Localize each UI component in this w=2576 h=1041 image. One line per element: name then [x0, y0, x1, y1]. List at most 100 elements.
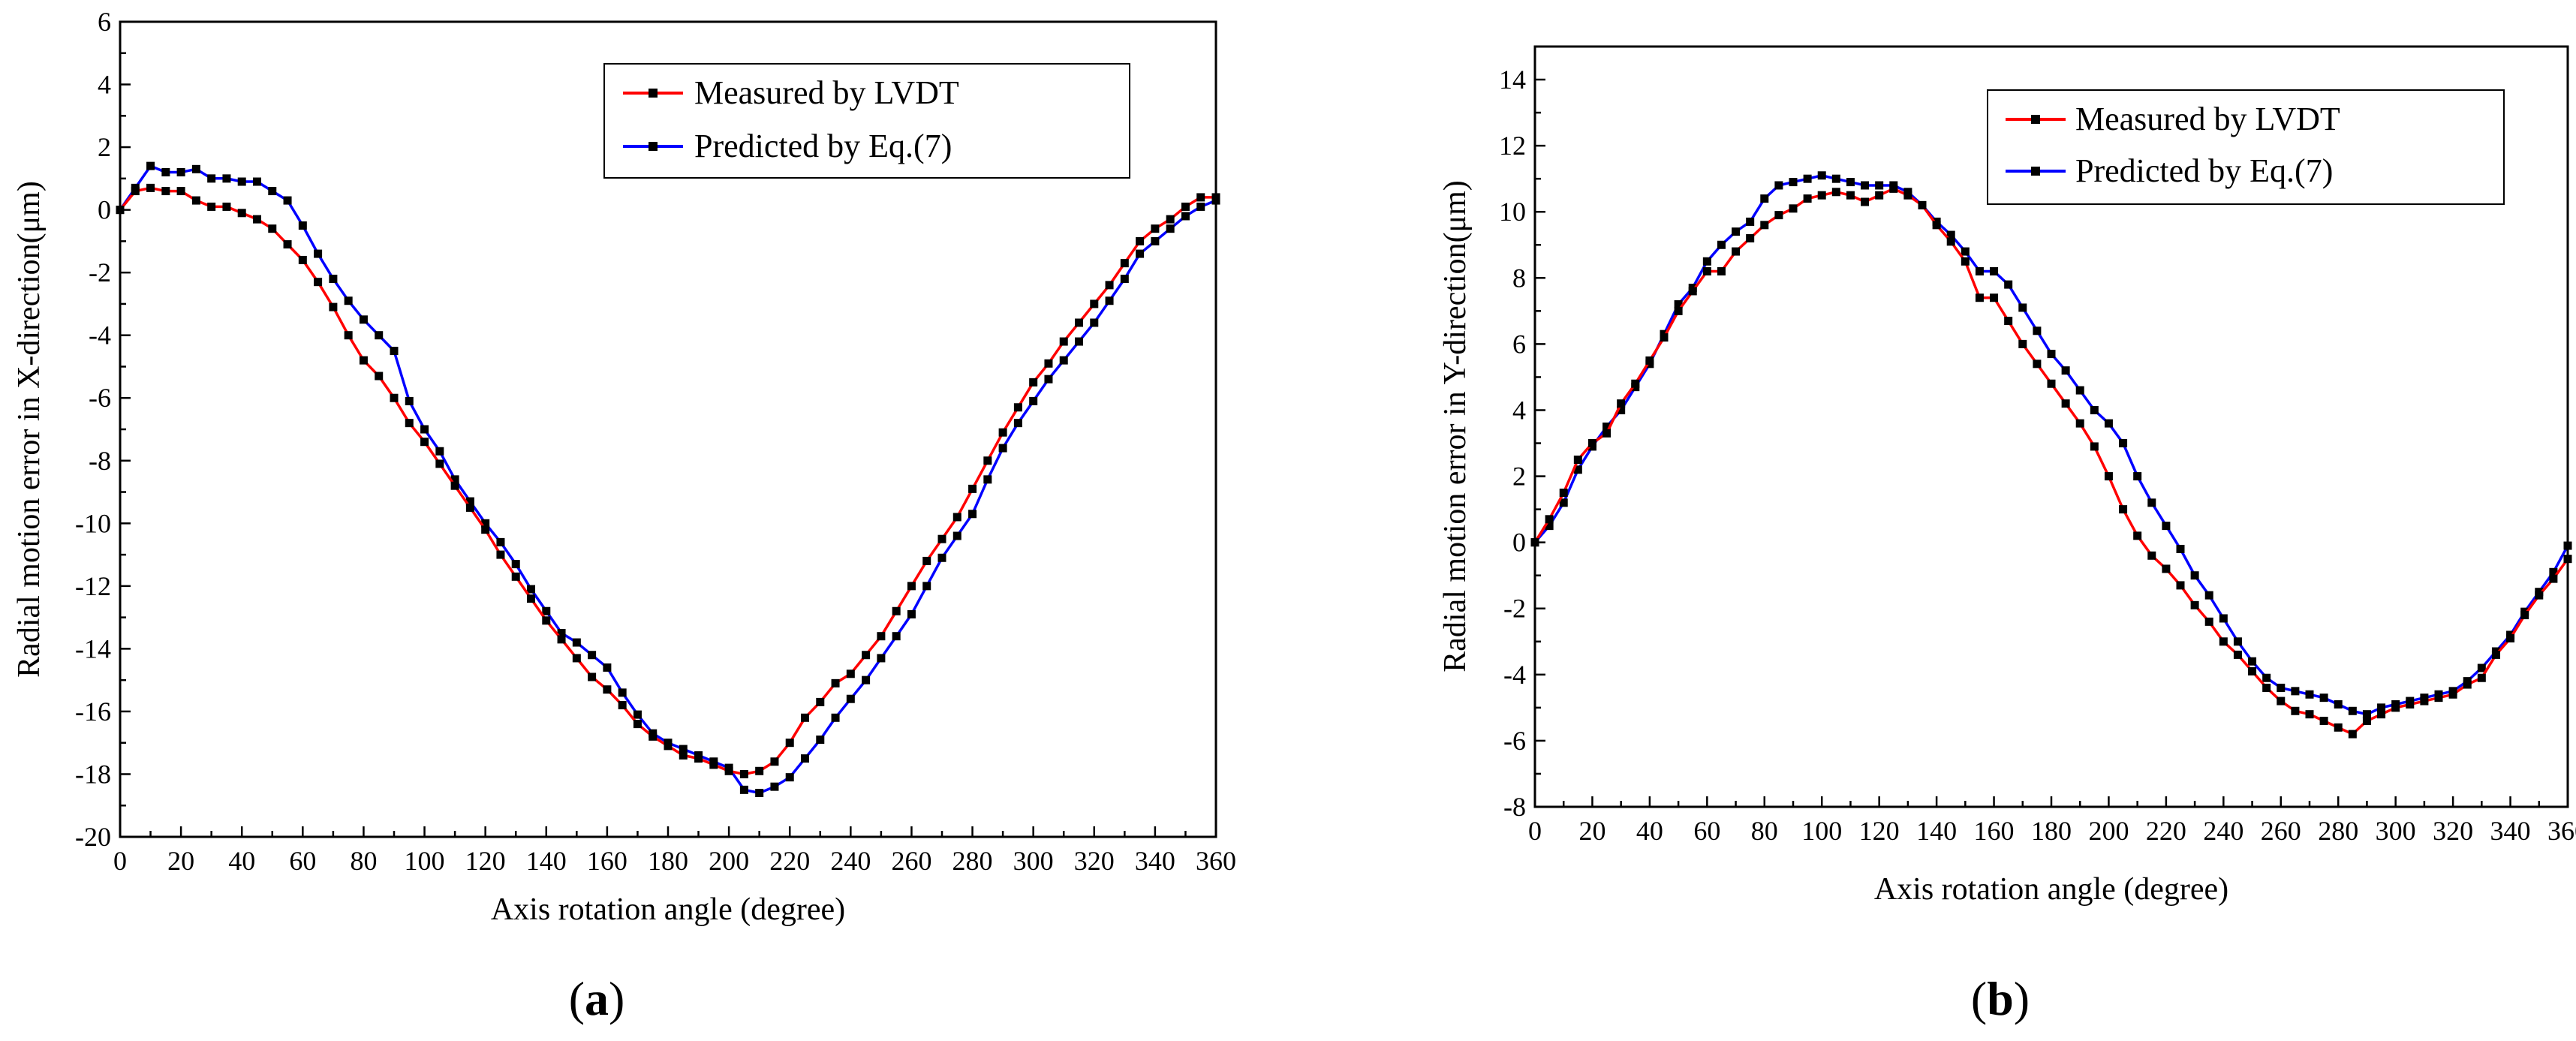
chart-a-legend-label-measured: Measured by LVDT	[694, 74, 959, 111]
data-point	[1075, 337, 1083, 346]
data-point	[770, 757, 779, 766]
data-point	[1789, 204, 1798, 213]
y-tick-label: 8	[1512, 263, 1526, 293]
data-point	[755, 766, 764, 775]
data-point	[1645, 356, 1654, 365]
data-point	[1617, 405, 1626, 414]
data-point	[1090, 299, 1099, 308]
x-tick-label: 40	[1636, 816, 1663, 846]
data-point	[739, 785, 748, 794]
data-point	[176, 167, 185, 176]
data-point	[709, 760, 718, 769]
data-point	[1975, 266, 1984, 275]
data-point	[1961, 247, 1970, 256]
data-point	[2262, 673, 2271, 682]
data-point	[1875, 191, 1884, 200]
y-tick-label: -2	[89, 257, 111, 287]
data-point	[922, 582, 931, 591]
data-point	[2362, 710, 2371, 719]
chart-a-legend-marker-predicted	[649, 142, 658, 151]
data-point	[1831, 188, 1840, 197]
y-tick-label: 2	[1512, 462, 1526, 492]
data-point	[359, 315, 368, 324]
data-point	[1889, 184, 1898, 193]
data-point	[892, 606, 901, 615]
x-tick-label: 340	[1135, 846, 1175, 876]
data-point	[1717, 266, 1726, 275]
chart-b-frame	[1533, 45, 2569, 808]
data-point	[1702, 266, 1711, 275]
data-point	[1746, 233, 1755, 242]
data-point	[344, 296, 353, 305]
data-point	[952, 531, 961, 540]
data-point	[801, 713, 809, 722]
data-point	[1760, 221, 1769, 230]
chart-b: 0 20 40 60 80 100 120 140 160 180 200 220 240 260 280 3…	[1438, 45, 2576, 1025]
data-point	[1136, 249, 1145, 258]
x-tick-label: 160	[1974, 816, 2015, 846]
data-point	[2520, 611, 2529, 620]
x-tick-label: 320	[2433, 816, 2473, 846]
data-point	[1774, 211, 1783, 220]
series-line-measured	[119, 186, 1216, 776]
data-point	[1013, 403, 1022, 412]
data-point	[450, 481, 459, 490]
chart-a-y-axis-label: Radial motion error in X-direction(μm)	[12, 181, 47, 678]
data-point	[2549, 574, 2558, 583]
data-point	[1181, 212, 1190, 221]
data-point	[1990, 266, 1999, 275]
y-tick-label: -6	[1503, 726, 1526, 756]
y-tick-label: -10	[75, 508, 111, 538]
data-point	[755, 789, 764, 798]
data-point	[1774, 181, 1783, 190]
x-tick-label: 40	[228, 846, 255, 876]
data-point	[1617, 399, 1626, 408]
x-tick-label: 220	[2146, 816, 2186, 846]
data-point	[2406, 700, 2415, 709]
chart-a-ticks: 0 20 40 60 80 100 120 140 160 180 200 220 240 260 280 3…	[75, 7, 1236, 876]
data-point	[2033, 360, 2042, 369]
data-point	[785, 739, 794, 748]
data-point	[481, 525, 490, 534]
data-point	[846, 694, 855, 703]
x-tick-label: 20	[1578, 816, 1605, 846]
data-point	[1105, 296, 1114, 305]
data-point	[1602, 423, 1612, 431]
data-point	[405, 396, 414, 405]
x-tick-label: 220	[769, 846, 810, 876]
data-point	[1151, 236, 1160, 245]
data-point	[146, 183, 155, 192]
data-point	[1803, 194, 1812, 203]
data-point	[1861, 181, 1870, 190]
data-point	[618, 701, 627, 710]
x-tick-label: 140	[526, 846, 567, 876]
data-point	[603, 685, 612, 694]
data-point	[862, 651, 871, 660]
x-tick-label: 320	[1074, 846, 1115, 876]
data-point	[268, 187, 277, 196]
data-point	[2477, 663, 2486, 672]
data-point	[1151, 224, 1160, 233]
x-tick-label: 100	[1801, 816, 1842, 846]
data-point	[1105, 281, 1114, 290]
data-point	[161, 167, 170, 176]
chart-b-caption: (b)	[1971, 972, 2030, 1025]
data-point	[283, 196, 292, 205]
data-point	[527, 585, 535, 594]
data-point	[542, 606, 551, 615]
data-point	[785, 773, 794, 782]
data-point	[161, 187, 170, 196]
y-tick-label: 14	[1499, 65, 1526, 95]
data-point	[2319, 716, 2328, 725]
data-point	[1846, 191, 1855, 200]
data-point	[2147, 551, 2156, 560]
chart-b-x-axis-label: Axis rotation angle (degree)	[1874, 872, 2228, 907]
y-tick-label: -16	[75, 697, 111, 727]
data-point	[846, 669, 855, 678]
data-point	[2277, 683, 2286, 692]
data-point	[2291, 687, 2300, 696]
data-point	[298, 255, 307, 264]
chart-a-legend-marker-measured	[649, 89, 658, 98]
x-tick-label: 240	[2203, 816, 2243, 846]
data-point	[1760, 194, 1769, 203]
